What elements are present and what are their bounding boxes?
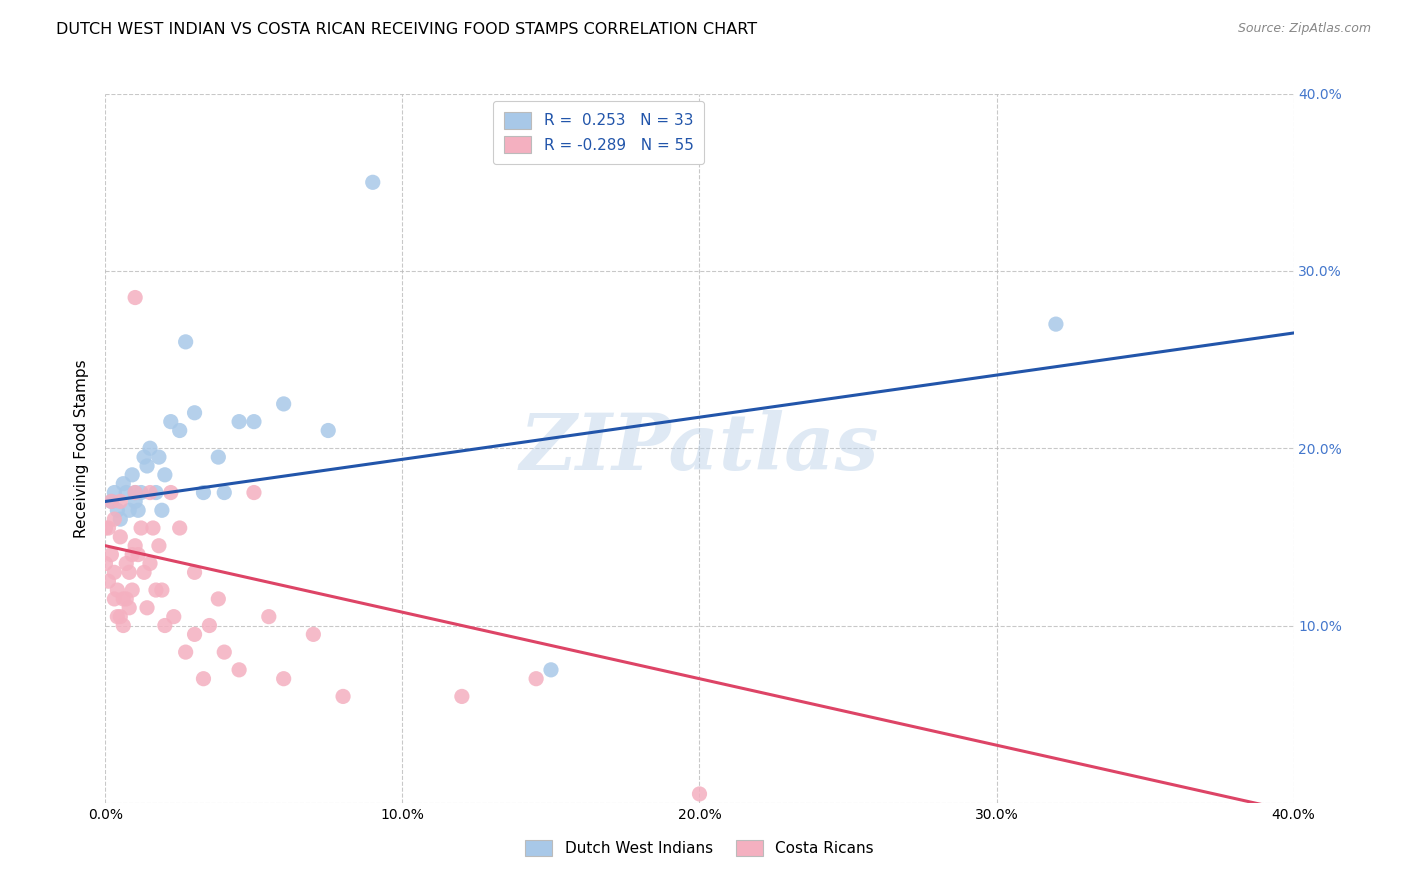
Point xyxy=(121,583,143,598)
Point xyxy=(94,521,117,535)
Point xyxy=(100,494,122,508)
Point xyxy=(121,467,143,482)
Point xyxy=(103,591,125,606)
Point xyxy=(115,485,138,500)
Point xyxy=(207,450,229,464)
Point xyxy=(150,503,173,517)
Point xyxy=(110,512,132,526)
Point xyxy=(243,485,266,500)
Point xyxy=(163,609,186,624)
Legend: Dutch West Indians, Costa Ricans: Dutch West Indians, Costa Ricans xyxy=(519,834,880,863)
Point xyxy=(132,566,155,580)
Point xyxy=(94,557,117,571)
Point xyxy=(214,485,236,500)
Point xyxy=(450,690,472,704)
Text: Source: ZipAtlas.com: Source: ZipAtlas.com xyxy=(1237,22,1371,36)
Point xyxy=(105,583,128,598)
Point xyxy=(118,566,141,580)
Point xyxy=(153,618,176,632)
Point xyxy=(193,672,215,686)
Point xyxy=(105,609,128,624)
Point xyxy=(124,494,146,508)
Point xyxy=(115,591,138,606)
Point xyxy=(139,485,162,500)
Point xyxy=(174,645,197,659)
Point xyxy=(103,566,125,580)
Point xyxy=(193,485,215,500)
Point xyxy=(214,645,236,659)
Point xyxy=(332,690,354,704)
Text: ZIPatlas: ZIPatlas xyxy=(520,410,879,486)
Y-axis label: Receiving Food Stamps: Receiving Food Stamps xyxy=(75,359,90,538)
Point xyxy=(169,424,191,438)
Point xyxy=(257,609,280,624)
Point xyxy=(139,557,162,571)
Point xyxy=(316,424,339,438)
Point xyxy=(124,485,146,500)
Point xyxy=(97,521,120,535)
Point xyxy=(124,485,146,500)
Point xyxy=(174,334,197,349)
Point xyxy=(1045,317,1067,331)
Point xyxy=(103,485,125,500)
Point xyxy=(524,672,547,686)
Point xyxy=(115,557,138,571)
Point xyxy=(159,485,181,500)
Point xyxy=(361,175,384,189)
Point xyxy=(112,476,135,491)
Point xyxy=(228,663,250,677)
Point xyxy=(183,566,205,580)
Point xyxy=(228,415,250,429)
Point xyxy=(110,530,132,544)
Point xyxy=(145,583,167,598)
Point xyxy=(148,539,170,553)
Point xyxy=(540,663,562,677)
Point xyxy=(124,291,146,305)
Point xyxy=(127,503,149,517)
Point xyxy=(142,521,165,535)
Point xyxy=(273,672,295,686)
Point xyxy=(169,521,191,535)
Point xyxy=(139,442,162,456)
Point xyxy=(100,548,122,562)
Point xyxy=(273,397,295,411)
Point xyxy=(112,591,135,606)
Point xyxy=(198,618,221,632)
Point xyxy=(121,548,143,562)
Point xyxy=(145,485,167,500)
Point xyxy=(124,539,146,553)
Point xyxy=(103,512,125,526)
Point xyxy=(159,415,181,429)
Point xyxy=(148,450,170,464)
Point xyxy=(153,467,176,482)
Point xyxy=(183,406,205,420)
Point xyxy=(118,503,141,517)
Text: DUTCH WEST INDIAN VS COSTA RICAN RECEIVING FOOD STAMPS CORRELATION CHART: DUTCH WEST INDIAN VS COSTA RICAN RECEIVI… xyxy=(56,22,758,37)
Point xyxy=(243,415,266,429)
Point xyxy=(129,521,152,535)
Point xyxy=(110,494,132,508)
Point xyxy=(136,600,159,615)
Point xyxy=(110,609,132,624)
Point xyxy=(97,574,120,589)
Point xyxy=(100,494,122,508)
Point xyxy=(129,485,152,500)
Point xyxy=(127,548,149,562)
Point xyxy=(183,627,205,641)
Point xyxy=(112,618,135,632)
Point xyxy=(118,600,141,615)
Point xyxy=(132,450,155,464)
Point xyxy=(302,627,325,641)
Point xyxy=(136,458,159,473)
Point xyxy=(150,583,173,598)
Point xyxy=(105,503,128,517)
Point xyxy=(689,787,711,801)
Point xyxy=(207,591,229,606)
